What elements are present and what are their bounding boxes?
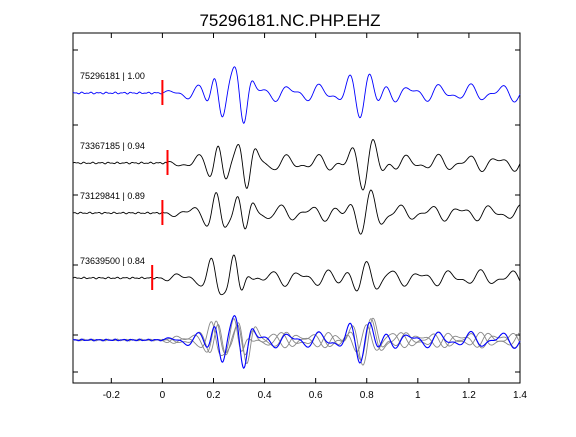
trace-label: 73129841 | 0.89 [80, 191, 145, 201]
trace-73639500: 73639500 | 0.84 [72, 254, 521, 296]
x-tick-label: -0.2 [103, 390, 121, 401]
x-tick-label: 0.4 [258, 390, 272, 401]
x-tick-label: 1.2 [462, 390, 476, 401]
trace-73129841: 73129841 | 0.89 [72, 189, 521, 235]
chart-title: 75296181.NC.PHP.EHZ [199, 11, 380, 30]
x-tick-label: 1.4 [513, 390, 527, 401]
waveform-line [72, 66, 521, 124]
y-axis-ticks [73, 49, 520, 373]
trace-75296181: 75296181 | 1.00 [72, 66, 521, 124]
trace-label: 75296181 | 1.00 [80, 71, 145, 81]
trace-label: 73639500 | 0.84 [80, 256, 145, 266]
trace-label: 73367185 | 0.94 [80, 141, 145, 151]
stack-trace-73639500 [72, 317, 521, 356]
x-tick-label: 1 [415, 390, 421, 401]
waveform-line [72, 189, 521, 235]
trace-73367185: 73367185 | 0.94 [72, 139, 521, 191]
x-tick-label: 0 [160, 390, 166, 401]
waveform-line [72, 139, 521, 191]
stacked-traces [72, 315, 521, 369]
stack-trace-reference [72, 315, 521, 369]
x-tick-label: 0.8 [360, 390, 374, 401]
waveform-line [72, 254, 521, 296]
x-axis: -0.2 0 0.2 0.4 0.6 0.8 1 1.2 1.4 [103, 33, 527, 401]
trace-group: 75296181 | 1.00 73367185 | 0.94 73129841 |… [72, 66, 521, 296]
plot-frame [72, 32, 521, 384]
x-tick-label: 0.2 [207, 390, 221, 401]
x-tick-label: 0.6 [309, 390, 323, 401]
